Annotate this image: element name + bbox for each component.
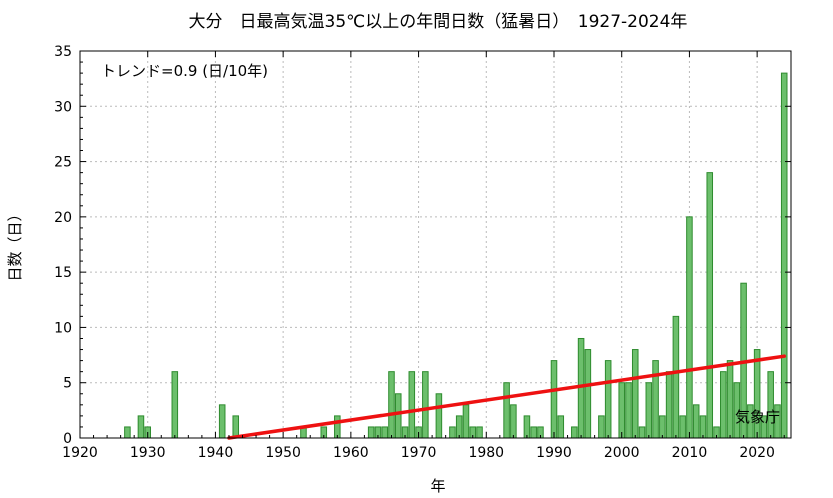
y-tick-label: 25 — [54, 155, 72, 171]
bar — [577, 337, 585, 439]
bar — [218, 404, 226, 439]
bar — [631, 349, 639, 439]
x-axis-label: 年 — [430, 477, 445, 495]
x-tick-label: 1970 — [401, 445, 437, 461]
bar — [334, 415, 341, 439]
y-tick-label: 0 — [63, 431, 72, 447]
x-tick-label: 1990 — [536, 445, 572, 461]
bar — [780, 72, 788, 439]
y-tick-label: 15 — [54, 265, 72, 281]
bar — [388, 371, 395, 439]
bar — [503, 382, 510, 439]
chart-title: 大分 日最高気温35℃以上の年間日数（猛暑日） 1927-2024年 — [189, 12, 688, 32]
bar — [706, 172, 714, 439]
source-label: 気象庁 — [735, 408, 780, 426]
bar — [550, 360, 558, 439]
bar — [584, 349, 592, 439]
x-ticks: 1920 1930 1940 1950 1960 1970 1980 1990 2000 2010… — [62, 51, 785, 461]
bar — [510, 404, 517, 439]
bar — [124, 426, 131, 439]
bar — [408, 371, 416, 439]
y-gridlines — [80, 105, 791, 384]
bar — [618, 382, 625, 439]
bar — [232, 415, 240, 439]
bar — [692, 404, 700, 439]
bar — [571, 426, 578, 439]
y-tick-label: 35 — [54, 44, 72, 60]
bar — [679, 415, 686, 439]
bar — [672, 315, 680, 439]
bar — [767, 371, 774, 439]
bar — [422, 371, 429, 439]
x-tick-label: 2010 — [672, 445, 708, 461]
bar — [699, 415, 707, 439]
bar — [720, 371, 727, 439]
bar — [462, 404, 470, 439]
bar — [638, 426, 646, 439]
y-ticks: 0 5 10 15 20 25 30 35 — [54, 44, 791, 447]
bar — [686, 216, 693, 439]
bars — [124, 72, 788, 439]
bar — [665, 371, 673, 439]
trend-label: トレンド=0.9 (日/10年) — [101, 62, 268, 80]
bar — [394, 393, 402, 439]
bar — [604, 360, 612, 439]
bar — [523, 415, 531, 439]
y-axis-label: 日数（日） — [6, 206, 24, 281]
y-tick-label: 30 — [54, 99, 72, 115]
x-tick-label: 2020 — [739, 445, 775, 461]
bar — [645, 382, 653, 439]
bar — [171, 371, 179, 439]
bar — [625, 382, 632, 439]
bar — [659, 415, 666, 439]
x-tick-label: 1960 — [333, 445, 369, 461]
x-tick-label: 1940 — [198, 445, 234, 461]
y-tick-label: 20 — [54, 210, 72, 226]
bar — [435, 393, 443, 439]
x-tick-label: 1950 — [265, 445, 301, 461]
x-gridlines — [147, 51, 758, 438]
x-tick-label: 1920 — [62, 445, 98, 461]
bar — [137, 415, 145, 439]
bar — [726, 360, 734, 439]
bar — [652, 360, 659, 439]
trend-line — [227, 354, 786, 440]
bar — [449, 426, 456, 439]
bar — [598, 415, 605, 439]
x-tick-label: 2000 — [604, 445, 640, 461]
bar — [367, 426, 375, 439]
bar — [455, 415, 463, 439]
plot-border — [79, 50, 792, 439]
bar — [476, 426, 483, 439]
x-tick-label: 1980 — [468, 445, 504, 461]
x-tick-label: 1930 — [130, 445, 166, 461]
bar — [530, 426, 537, 439]
bar — [381, 426, 388, 439]
y-tick-label: 5 — [63, 376, 72, 392]
y-tick-label: 10 — [54, 320, 72, 336]
bar — [557, 415, 565, 439]
